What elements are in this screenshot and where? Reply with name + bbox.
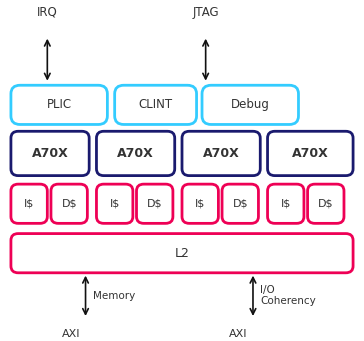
Text: D$: D$	[62, 199, 77, 209]
FancyBboxPatch shape	[11, 234, 353, 273]
Text: A70X: A70X	[32, 147, 68, 160]
FancyBboxPatch shape	[222, 184, 258, 223]
Text: A70X: A70X	[117, 147, 154, 160]
FancyBboxPatch shape	[11, 85, 107, 124]
FancyBboxPatch shape	[268, 184, 304, 223]
Text: D$: D$	[147, 199, 162, 209]
Text: PLIC: PLIC	[47, 98, 72, 112]
Text: AXI: AXI	[229, 329, 248, 339]
Text: CLINT: CLINT	[139, 98, 173, 112]
Text: A70X: A70X	[203, 147, 240, 160]
FancyBboxPatch shape	[96, 131, 175, 176]
FancyBboxPatch shape	[136, 184, 173, 223]
Text: Memory: Memory	[93, 291, 135, 301]
Text: I$: I$	[110, 199, 120, 209]
Text: D$: D$	[318, 199, 333, 209]
FancyBboxPatch shape	[202, 85, 298, 124]
Text: D$: D$	[233, 199, 248, 209]
FancyBboxPatch shape	[51, 184, 87, 223]
FancyBboxPatch shape	[11, 184, 47, 223]
FancyBboxPatch shape	[96, 184, 133, 223]
Text: I$: I$	[195, 199, 205, 209]
FancyBboxPatch shape	[182, 131, 260, 176]
Text: I$: I$	[281, 199, 291, 209]
Text: L2: L2	[175, 247, 189, 260]
Text: IRQ: IRQ	[37, 6, 58, 19]
FancyBboxPatch shape	[11, 131, 89, 176]
Text: I$: I$	[24, 199, 34, 209]
FancyBboxPatch shape	[115, 85, 197, 124]
Text: Debug: Debug	[231, 98, 270, 112]
FancyBboxPatch shape	[268, 131, 353, 176]
Text: A70X: A70X	[292, 147, 329, 160]
Text: I/O
Coherency: I/O Coherency	[260, 285, 316, 307]
FancyBboxPatch shape	[308, 184, 344, 223]
FancyBboxPatch shape	[182, 184, 218, 223]
Text: AXI: AXI	[62, 329, 80, 339]
Text: JTAG: JTAG	[192, 6, 219, 19]
